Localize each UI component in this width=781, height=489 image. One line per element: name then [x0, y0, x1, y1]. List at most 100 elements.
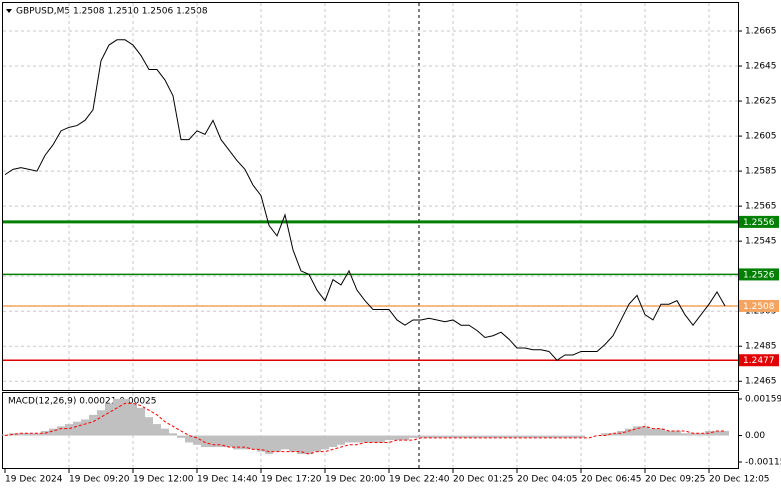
histogram-bar [377, 435, 385, 443]
histogram-bar [97, 410, 105, 436]
histogram-bar [673, 430, 681, 436]
histogram-bar [305, 435, 313, 454]
histogram-bar [529, 435, 537, 438]
histogram-bar [297, 435, 305, 454]
x-tick-label: 20 Dec 12:05 [709, 475, 770, 485]
macd-frame [2, 392, 739, 469]
price-line [4, 402, 725, 455]
histogram-bar [385, 435, 393, 441]
histogram-bar [345, 435, 353, 443]
histogram-bar [689, 433, 697, 436]
histogram-bar [257, 435, 265, 452]
x-tick-label: 19 Dec 09:20 [69, 475, 130, 485]
histogram-bar [441, 435, 449, 438]
histogram-bar [353, 435, 361, 443]
histogram-bar [425, 435, 433, 438]
level-label: 1.2526 [743, 270, 775, 280]
histogram-bar [713, 430, 721, 436]
histogram-bar [649, 428, 657, 436]
histogram-bar [513, 435, 521, 438]
histogram-bar [609, 433, 617, 436]
x-tick-label: 19 Dec 17:20 [261, 475, 322, 485]
histogram-bar [65, 424, 73, 436]
histogram-bar [25, 433, 33, 436]
histogram-bar [433, 435, 441, 438]
histogram-bar [633, 426, 641, 436]
histogram-bar [641, 426, 649, 436]
histogram-bar [481, 435, 489, 438]
histogram-bar [217, 435, 225, 448]
histogram-bar [417, 435, 425, 438]
price-line [4, 39, 726, 361]
histogram-bar [489, 435, 497, 438]
histogram-bar [49, 428, 57, 436]
y-tick-label: 1.2465 [745, 377, 777, 387]
histogram-bar [697, 433, 705, 436]
level-label-box [739, 354, 779, 367]
histogram-bar [369, 435, 377, 443]
histogram-bar [449, 435, 457, 438]
histogram-bar [313, 435, 321, 452]
histogram-bar [1, 434, 9, 436]
x-tick-label: 20 Dec 06:45 [581, 475, 642, 485]
histogram-bar [577, 435, 585, 438]
menu-arrow [6, 9, 12, 13]
histogram-bar [33, 433, 41, 436]
y-tick-label: -0.00115 [745, 458, 781, 468]
chart-title: MACD(12,26,9) 0.00021 0.00025 [8, 397, 157, 407]
histogram-bar [153, 424, 161, 436]
histogram-bar [17, 433, 25, 436]
histogram-bar [209, 435, 217, 448]
histogram-bar [105, 403, 113, 436]
histogram-bar [401, 435, 409, 441]
histogram-bar [281, 435, 289, 450]
y-tick-label: 0.00 [745, 431, 765, 441]
histogram-bar [521, 435, 529, 438]
level-label-box [739, 268, 779, 281]
histogram-bar [225, 435, 233, 448]
histogram-bar [361, 435, 369, 443]
histogram-bar [73, 421, 81, 436]
histogram-bar [121, 398, 129, 436]
y-tick-label: 1.2645 [745, 62, 777, 72]
histogram-bar [569, 435, 577, 438]
histogram-bar [409, 435, 417, 438]
histogram-bar [497, 435, 505, 438]
histogram-bar [185, 435, 193, 443]
histogram-bar [161, 428, 169, 436]
x-tick-label: 19 Dec 14:40 [197, 475, 258, 485]
histogram-bar [537, 435, 545, 438]
y-tick-label: 1.2565 [745, 202, 777, 212]
level-label: 1.2508 [743, 302, 775, 312]
histogram-bar [193, 435, 201, 445]
x-tick-label: 19 Dec 2024 [5, 475, 63, 485]
level-label: 1.2477 [743, 356, 775, 366]
histogram-bar [457, 435, 465, 438]
histogram-bar [249, 435, 257, 450]
y-tick-label: 1.2605 [745, 132, 777, 142]
histogram-bar [137, 407, 145, 436]
histogram-bar [465, 435, 473, 438]
histogram-bar [273, 435, 281, 452]
x-tick-label: 20 Dec 09:25 [645, 475, 706, 485]
histogram-bar [545, 435, 553, 438]
histogram-bar [561, 435, 569, 438]
histogram-bar [625, 428, 633, 436]
histogram-bar [721, 430, 729, 436]
level-label: 1.2556 [743, 218, 775, 228]
histogram-bar [113, 398, 121, 436]
y-tick-label: 1.2545 [745, 237, 777, 247]
histogram-bar [657, 428, 665, 436]
histogram-bar [241, 435, 249, 450]
histogram-bar [553, 435, 561, 438]
x-tick-label: 20 Dec 04:05 [517, 475, 578, 485]
histogram-bar [265, 435, 273, 454]
main-frame [2, 2, 739, 391]
histogram-bar [289, 435, 297, 452]
histogram-bar [145, 417, 153, 436]
histogram-bar [177, 435, 185, 438]
chart-title: GBPUSD,M5 1.2508 1.2510 1.2506 1.2508 [16, 7, 208, 17]
x-tick-label: 19 Dec 20:00 [325, 475, 386, 485]
